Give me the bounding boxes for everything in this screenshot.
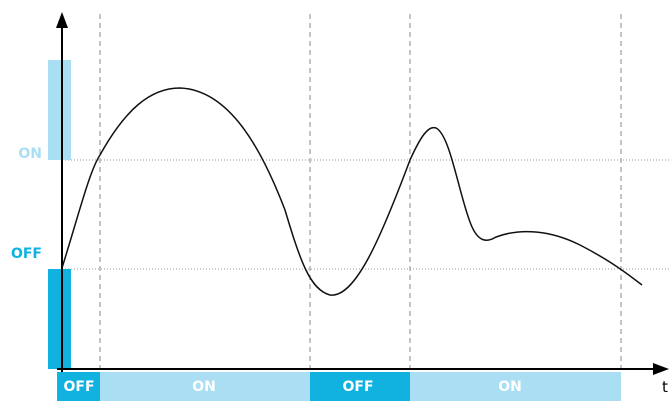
y-on-label: ON xyxy=(18,146,42,162)
y-axis-arrow xyxy=(56,12,68,28)
signal-curve xyxy=(61,87,643,296)
band-on-2 xyxy=(410,372,621,401)
band-off-1 xyxy=(57,372,100,401)
band-on-1 xyxy=(100,372,310,401)
band-label-2: ON xyxy=(192,379,216,395)
band-label-1: OFF xyxy=(63,379,94,395)
band-off-2 xyxy=(310,372,410,401)
band-label-3: OFF xyxy=(342,379,373,395)
off-level-bar xyxy=(48,269,71,369)
on-level-bar xyxy=(48,60,71,160)
band-label-4: ON xyxy=(498,379,522,395)
x-axis-label: t xyxy=(662,378,668,396)
y-off-label: OFF xyxy=(11,246,42,262)
x-axis-arrow xyxy=(653,363,669,375)
state-bands: OFF ON OFF ON xyxy=(57,372,621,401)
